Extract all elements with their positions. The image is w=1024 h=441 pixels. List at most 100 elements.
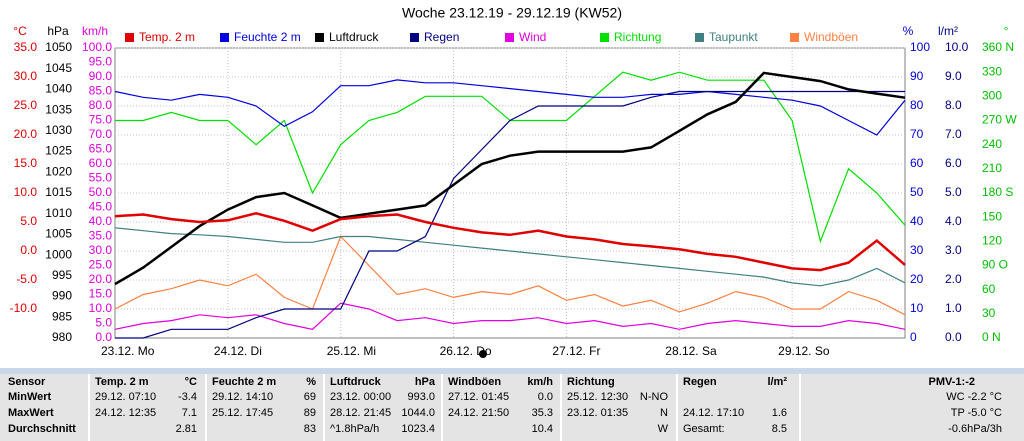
axis-unit: hPa: [47, 24, 69, 38]
y-tick-label: 1035: [45, 102, 72, 116]
y-tick-label: 65.0: [89, 142, 113, 156]
y-tick-label: 4.0: [945, 214, 962, 228]
row-label: Durchschnitt: [8, 423, 76, 435]
table-value: 8.5: [772, 423, 787, 435]
x-tick-label: 25.12. Mi: [327, 344, 376, 358]
y-tick-label: -5.0: [16, 272, 37, 286]
y-tick-label: 100: [910, 40, 930, 54]
y-tick-label: 10.0: [89, 301, 113, 315]
table-header: Regen: [683, 376, 717, 388]
legend-swatch: [220, 33, 229, 42]
table-header: Temp. 2 m: [95, 376, 149, 388]
table-value: 0.0: [538, 391, 553, 403]
y-tick-label: 990: [52, 289, 72, 303]
y-tick-label: 2.0: [945, 272, 962, 286]
x-tick-label: 26.12. Do: [440, 344, 492, 358]
y-tick-label: 15.0: [89, 287, 113, 301]
table-cell: 28.12. 21:45: [330, 407, 391, 419]
y-tick-label: 60: [982, 282, 996, 296]
y-tick-label: 75.0: [89, 113, 113, 127]
y-tick-label: 1025: [45, 144, 72, 158]
y-tick-label: 80.0: [89, 98, 113, 112]
x-tick-label: 28.12. Sa: [665, 344, 717, 358]
y-tick-label: 10: [910, 301, 924, 315]
y-tick-label: 60.0: [89, 156, 113, 170]
y-tick-label: 1045: [45, 61, 72, 75]
y-tick-label: 80: [910, 98, 924, 112]
table-value: 1.6: [772, 407, 787, 419]
table-value: 1044.0: [401, 407, 435, 419]
y-tick-label: 40.0: [89, 214, 113, 228]
y-tick-label: 995: [52, 268, 72, 282]
y-tick-label: 35.0: [14, 40, 38, 54]
y-tick-label: 1005: [45, 227, 72, 241]
y-tick-label: 5.0: [945, 185, 962, 199]
y-tick-label: 50: [910, 185, 924, 199]
y-tick-label: 9.0: [945, 69, 962, 83]
table-header: Feuchte 2 m: [212, 376, 276, 388]
y-tick-label: 90.0: [89, 69, 113, 83]
table-cell: 29.12. 07:10: [95, 391, 156, 403]
table-cell: 24.12. 17:10: [683, 407, 744, 419]
series-line: [114, 235, 906, 316]
series-line: [115, 90, 905, 339]
table-cell: 25.12. 17:45: [212, 407, 273, 419]
y-tick-label: 90 O: [982, 258, 1008, 272]
table-cell: 23.12. 00:00: [330, 391, 391, 403]
y-tick-label: 10.0: [14, 185, 38, 199]
table-cell: -0.6hPa/3h: [948, 423, 1002, 435]
y-tick-label: 7.0: [945, 127, 962, 141]
y-tick-label: 1000: [45, 247, 72, 261]
y-tick-label: 270 W: [982, 113, 1017, 127]
series-line: [114, 302, 906, 330]
y-tick-label: 20.0: [14, 127, 38, 141]
legend-label: Temp. 2 m: [139, 30, 195, 44]
y-tick-label: 0 N: [982, 330, 1001, 344]
series-line: [114, 71, 906, 286]
y-tick-label: 0.0: [95, 330, 112, 344]
y-tick-label: 1050: [45, 40, 72, 54]
axis-unit: °C: [13, 24, 27, 38]
y-tick-label: -10.0: [10, 301, 38, 315]
x-tick-label: 29.12. So: [778, 344, 830, 358]
table-value: 69: [304, 391, 316, 403]
table-value: N: [660, 407, 668, 419]
legend-label: Wind: [519, 30, 546, 44]
y-tick-label: 0: [910, 330, 917, 344]
table-value: 83: [304, 423, 316, 435]
y-tick-label: 1.0: [945, 301, 962, 315]
table-header: Sensor: [8, 376, 46, 388]
table-cell: WC -2.2 °C: [946, 391, 1002, 403]
moon-icon: [479, 350, 487, 358]
legend-label: Regen: [424, 30, 459, 44]
table-cell: 29.12. 14:10: [212, 391, 273, 403]
axis-unit: °: [1004, 24, 1009, 38]
y-tick-label: 1040: [45, 82, 72, 96]
table-cell: 24.12. 12:35: [95, 407, 156, 419]
legend-label: Windböen: [804, 30, 858, 44]
series-line: [114, 79, 906, 136]
y-tick-label: 150: [982, 209, 1002, 223]
y-tick-label: 0.0: [945, 330, 962, 344]
plot-area: [114, 47, 906, 339]
y-tick-label: 180 S: [982, 185, 1013, 199]
table-cell: 24.12. 21:50: [448, 407, 509, 419]
y-tick-label: 95.0: [89, 55, 113, 69]
y-tick-label: 330: [982, 64, 1002, 78]
legend-swatch: [410, 33, 419, 42]
chart-title: Woche 23.12.19 - 29.12.19 (KW52): [402, 5, 622, 21]
y-tick-label: 360 N: [982, 40, 1014, 54]
y-tick-label: 30: [982, 306, 996, 320]
y-tick-label: 70: [910, 127, 924, 141]
y-tick-label: 30: [910, 243, 924, 257]
y-tick-label: 20: [910, 272, 924, 286]
y-tick-label: 15.0: [14, 156, 38, 170]
legend-swatch: [315, 33, 324, 42]
y-tick-label: 70.0: [89, 127, 113, 141]
table-value: 7.1: [182, 407, 197, 419]
y-tick-label: 1020: [45, 164, 72, 178]
y-tick-label: 30.0: [89, 243, 113, 257]
table-value: 35.3: [532, 407, 553, 419]
y-tick-label: 5.0: [20, 214, 37, 228]
